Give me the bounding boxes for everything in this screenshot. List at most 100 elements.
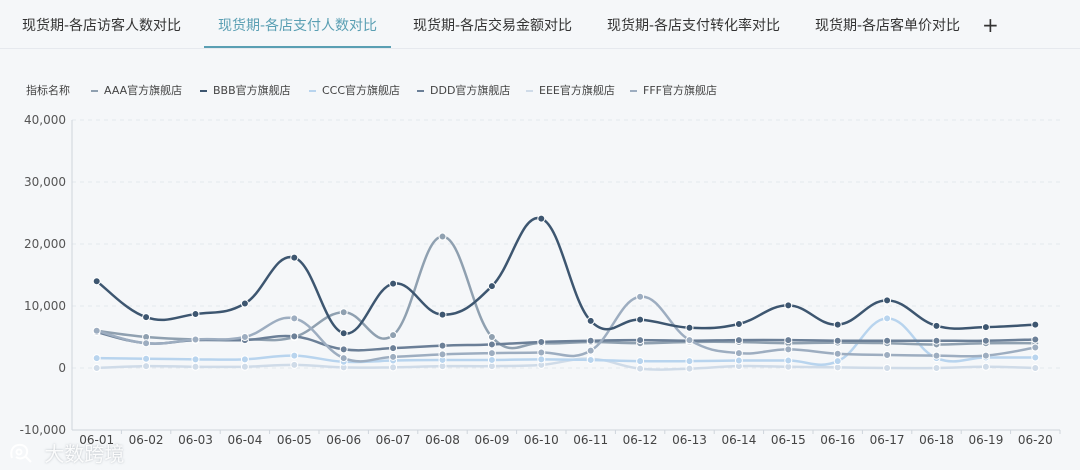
x-tick-label: 06-06 (326, 433, 361, 447)
tab-avg-order-value[interactable]: 现货期-各店客单价对比 (815, 18, 961, 34)
x-tick-label: 06-02 (129, 433, 164, 447)
x-tick-label: 06-11 (573, 433, 608, 447)
legend-item-ddd[interactable]: DDD官方旗舰店 (417, 82, 510, 98)
data-point (290, 332, 299, 341)
data-point (537, 337, 546, 346)
data-point (537, 214, 546, 223)
data-point (240, 362, 249, 371)
data-point (586, 355, 595, 364)
data-point (1031, 353, 1040, 362)
data-point (191, 355, 200, 364)
data-point (191, 335, 200, 344)
data-point (191, 362, 200, 371)
y-tick-label: 0 (58, 361, 66, 375)
legend-swatch-eee (526, 90, 533, 92)
x-tick-label: 06-15 (771, 433, 806, 447)
legend-item-bbb[interactable]: BBB官方旗舰店 (200, 82, 291, 98)
data-point (685, 323, 694, 332)
y-tick-label: 30,000 (24, 175, 66, 189)
series-line-1 (96, 235, 1036, 350)
data-point (734, 319, 743, 328)
data-point (339, 308, 348, 317)
data-point (487, 340, 496, 349)
x-tick-label: 06-01 (79, 433, 114, 447)
data-point (685, 364, 694, 373)
x-tick-label: 06-18 (919, 433, 954, 447)
x-tick-label: 06-03 (178, 433, 213, 447)
tab-visitors[interactable]: 现货期-各店访客人数对比 (22, 18, 182, 34)
data-point (784, 345, 793, 354)
data-point (636, 315, 645, 324)
legend-item-fff[interactable]: FFF官方旗舰店 (630, 82, 717, 98)
watermark-text: 大数跨境 (44, 442, 125, 466)
data-point (586, 316, 595, 325)
data-point (290, 360, 299, 369)
data-point (833, 336, 842, 345)
y-tick-label: 10,000 (24, 299, 66, 313)
data-point (636, 357, 645, 366)
data-point (586, 346, 595, 355)
data-point (487, 282, 496, 291)
data-point (92, 364, 101, 372)
y-tick-label: 20,000 (24, 237, 66, 251)
y-tick-label: 40,000 (24, 113, 66, 127)
data-point (487, 355, 496, 364)
data-point (142, 354, 151, 363)
legend-item-ccc[interactable]: CCC官方旗舰店 (309, 82, 400, 98)
data-point (932, 364, 941, 372)
data-point (339, 329, 348, 338)
tab-conversion-rate[interactable]: 现货期-各店支付转化率对比 (607, 18, 781, 34)
data-point (1031, 335, 1040, 344)
data-point (784, 301, 793, 310)
data-point (932, 321, 941, 330)
data-point (734, 356, 743, 365)
data-point (981, 362, 990, 371)
data-point (932, 351, 941, 360)
x-tick-label: 06-20 (1018, 433, 1053, 447)
data-point (883, 336, 892, 345)
data-point (833, 349, 842, 358)
y-tick-label: -10,000 (20, 423, 66, 437)
data-point (438, 350, 447, 359)
data-point (389, 352, 398, 361)
data-point (883, 314, 892, 323)
data-point (586, 336, 595, 345)
x-tick-label: 06-08 (425, 433, 460, 447)
legend-label-ddd: DDD官方旗舰店 (430, 84, 511, 97)
data-point (883, 296, 892, 305)
data-point (339, 345, 348, 354)
data-point (981, 336, 990, 345)
data-point (438, 341, 447, 350)
data-point (932, 336, 941, 345)
data-point (685, 336, 694, 345)
watermark: 大数跨境 (8, 438, 124, 466)
x-tick-label: 06-10 (524, 433, 559, 447)
data-point (487, 349, 496, 358)
data-point (784, 356, 793, 365)
legend-title: 指标名称 (26, 84, 70, 97)
legend-item-eee[interactable]: EEE官方旗舰店 (526, 82, 615, 98)
tab-transaction-amount[interactable]: 现货期-各店交易金额对比 (413, 18, 573, 34)
data-point (92, 277, 101, 286)
data-point (636, 336, 645, 345)
legend-label-bbb: BBB官方旗舰店 (213, 84, 291, 97)
data-point (636, 364, 645, 373)
data-point (339, 354, 348, 363)
data-point (537, 355, 546, 364)
data-point (883, 350, 892, 359)
data-point (636, 292, 645, 301)
x-tick-label: 06-05 (277, 433, 312, 447)
data-point (240, 299, 249, 308)
data-point (537, 348, 546, 357)
x-tick-label: 06-13 (672, 433, 707, 447)
add-tab-button[interactable]: + (982, 13, 999, 37)
data-point (191, 310, 200, 319)
data-point (883, 364, 892, 372)
x-tick-label: 06-19 (968, 433, 1003, 447)
data-point (438, 310, 447, 319)
legend-item-aaa[interactable]: AAA官方旗舰店 (91, 82, 182, 98)
data-point (389, 344, 398, 353)
legend-label-fff: FFF官方旗舰店 (643, 84, 717, 97)
data-point (685, 357, 694, 366)
tab-payers[interactable]: 现货期-各店支付人数对比 (204, 0, 392, 48)
